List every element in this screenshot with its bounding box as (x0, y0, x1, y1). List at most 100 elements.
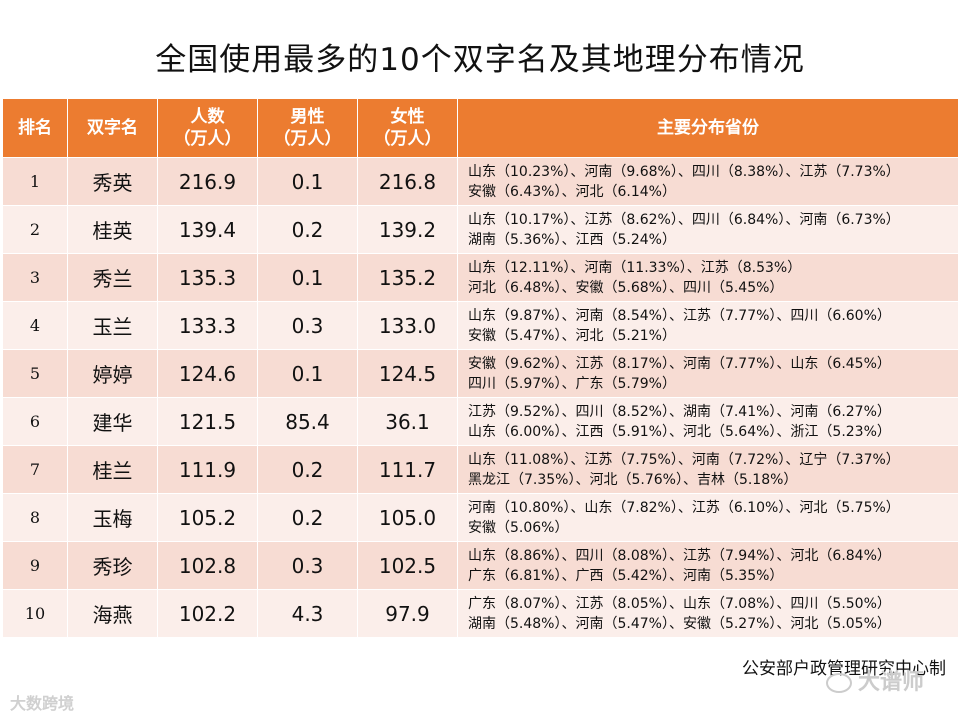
distribution-line: 山东（10.23%）、河南（9.68%）、四川（8.38%）、江苏（7.73%） (468, 163, 900, 180)
cell-female: 216.8 (357, 157, 458, 206)
cell-distribution: 山东（12.11%）、河南（11.33%）、江苏（8.53%） 河北（6.48%）… (457, 253, 959, 302)
table-row: 6 建华 121.5 85.4 36.1 江苏（9.52%）、四川（8.52%）、湖南（7… (2, 397, 959, 446)
table-header-row: 排名 双字名 人数 （万人） 男性 （万人） 女性 （万人） 主要分布省份 (2, 98, 959, 158)
cell-male: 0.2 (257, 445, 358, 494)
cell-distribution: 山东（10.23%）、河南（9.68%）、四川（8.38%）、江苏（7.73%）… (457, 157, 959, 206)
cell-name: 秀英 (67, 157, 158, 206)
cell-total: 216.9 (157, 157, 258, 206)
distribution-line: 山东（11.08%）、江苏（7.75%）、河南（7.72%）、辽宁（7.37%） (468, 451, 900, 468)
table-row: 2 桂英 139.4 0.2 139.2 山东（10.17%）、江苏（8.62%）、四川（… (2, 205, 959, 254)
distribution-line: 安徽（5.06%） (468, 519, 569, 536)
header-female-line2: （万人） (373, 129, 442, 149)
cell-rank: 3 (2, 253, 68, 302)
cell-female: 36.1 (357, 397, 458, 446)
header-rank: 排名 (2, 98, 68, 158)
cell-male: 0.1 (257, 349, 358, 398)
cell-total: 121.5 (157, 397, 258, 446)
cell-name: 桂英 (67, 205, 158, 254)
cell-female: 139.2 (357, 205, 458, 254)
cell-name: 桂兰 (67, 445, 158, 494)
distribution-line: 河北（6.48%）、安徽（5.68%）、四川（5.45%） (468, 279, 784, 296)
distribution-line: 安徽（5.47%）、河北（5.21%） (468, 327, 676, 344)
cell-rank: 1 (2, 157, 68, 206)
cell-total: 105.2 (157, 493, 258, 542)
cell-total: 111.9 (157, 445, 258, 494)
distribution-line: 黑龙江（7.35%）、河北（5.76%）、吉林（5.18%） (468, 471, 798, 488)
header-total-line1: 人数 (190, 107, 225, 127)
distribution-line: 山东（8.86%）、四川（8.08%）、江苏（7.94%）、河北（6.84%） (468, 547, 891, 564)
cell-total: 139.4 (157, 205, 258, 254)
cell-male: 4.3 (257, 589, 358, 638)
cell-rank: 6 (2, 397, 68, 446)
header-name: 双字名 (67, 98, 158, 158)
distribution-line: 江苏（9.52%）、四川（8.52%）、湖南（7.41%）、河南（6.27%） (468, 403, 891, 420)
distribution-line: 山东（10.17%）、江苏（8.62%）、四川（6.84%）、河南（6.73%） (468, 211, 900, 228)
table-row: 4 玉兰 133.3 0.3 133.0 山东（9.87%）、河南（8.54%）、江苏（7… (2, 301, 959, 350)
distribution-line: 广东（6.81%）、广西（5.42%）、河南（5.35%） (468, 567, 784, 584)
table-row: 5 婷婷 124.6 0.1 124.5 安徽（9.62%）、江苏（8.17%）、河南（7… (2, 349, 959, 398)
cell-total: 102.8 (157, 541, 258, 590)
source-note: 公安部户政管理研究中心制 (742, 659, 946, 679)
cell-distribution: 江苏（9.52%）、四川（8.52%）、湖南（7.41%）、河南（6.27%） 山… (457, 397, 959, 446)
cell-female: 111.7 (357, 445, 458, 494)
cell-male: 0.2 (257, 493, 358, 542)
header-male-line1: 男性 (290, 107, 325, 127)
cell-name: 秀兰 (67, 253, 158, 302)
distribution-line: 山东（12.11%）、河南（11.33%）、江苏（8.53%） (468, 259, 802, 276)
header-male-line2: （万人） (273, 129, 342, 149)
cell-rank: 9 (2, 541, 68, 590)
header-male: 男性 （万人） (257, 98, 358, 158)
cell-female: 133.0 (357, 301, 458, 350)
cell-name: 海燕 (67, 589, 158, 638)
distribution-line: 湖南（5.48%）、河南（5.47%）、安徽（5.27%）、河北（5.05%） (468, 615, 891, 632)
watermark-right: 大谱师 (825, 664, 924, 696)
table-row: 7 桂兰 111.9 0.2 111.7 山东（11.08%）、江苏（7.75%）、河南（… (2, 445, 959, 494)
cell-female: 97.9 (357, 589, 458, 638)
cell-distribution: 安徽（9.62%）、江苏（8.17%）、河南（7.77%）、山东（6.45%） 四… (457, 349, 959, 398)
cell-male: 0.1 (257, 157, 358, 206)
cell-female: 124.5 (357, 349, 458, 398)
cell-total: 102.2 (157, 589, 258, 638)
cell-distribution: 河南（10.80%）、山东（7.82%）、江苏（6.10%）、河北（5.75%）… (457, 493, 959, 542)
cell-rank: 2 (2, 205, 68, 254)
distribution-line: 山东（9.87%）、河南（8.54%）、江苏（7.77%）、四川（6.60%） (468, 307, 891, 324)
watermark-right-text: 大谱师 (857, 670, 924, 695)
cell-total: 135.3 (157, 253, 258, 302)
cell-male: 0.1 (257, 253, 358, 302)
cell-male: 0.3 (257, 541, 358, 590)
cell-male: 0.2 (257, 205, 358, 254)
cell-name: 秀珍 (67, 541, 158, 590)
table-row: 8 玉梅 105.2 0.2 105.0 河南（10.80%）、山东（7.82%）、江苏（… (2, 493, 959, 542)
header-total-line2: （万人） (173, 129, 242, 149)
header-female: 女性 （万人） (357, 98, 458, 158)
cell-distribution: 山东（10.17%）、江苏（8.62%）、四川（6.84%）、河南（6.73%）… (457, 205, 959, 254)
cell-rank: 7 (2, 445, 68, 494)
cell-rank: 10 (2, 589, 68, 638)
cell-rank: 5 (2, 349, 68, 398)
cell-female: 102.5 (357, 541, 458, 590)
page-title: 全国使用最多的10个双字名及其地理分布情况 (155, 42, 805, 78)
header-female-line1: 女性 (390, 107, 425, 127)
cell-male: 85.4 (257, 397, 358, 446)
cell-female: 135.2 (357, 253, 458, 302)
distribution-line: 安徽（6.43%）、河北（6.14%） (468, 183, 676, 200)
watermark-left: 大数跨境 (10, 694, 75, 713)
cell-total: 124.6 (157, 349, 258, 398)
distribution-line: 广东（8.07%）、江苏（8.05%）、山东（7.08%）、四川（5.50%） (468, 595, 891, 612)
table-row: 9 秀珍 102.8 0.3 102.5 山东（8.86%）、四川（8.08%）、江苏（7… (2, 541, 959, 590)
table-row: 3 秀兰 135.3 0.1 135.2 山东（12.11%）、河南（11.33%）、江苏… (2, 253, 959, 302)
cell-rank: 8 (2, 493, 68, 542)
header-distribution: 主要分布省份 (457, 98, 959, 158)
cell-distribution: 广东（8.07%）、江苏（8.05%）、山东（7.08%）、四川（5.50%） 湖… (457, 589, 959, 638)
distribution-line: 河南（10.80%）、山东（7.82%）、江苏（6.10%）、河北（5.75%） (468, 499, 900, 516)
cell-male: 0.3 (257, 301, 358, 350)
distribution-line: 湖南（5.36%）、江西（5.24%） (468, 231, 676, 248)
cell-name: 玉梅 (67, 493, 158, 542)
distribution-line: 山东（6.00%）、江西（5.91%）、河北（5.64%）、浙江（5.23%） (468, 423, 891, 440)
table-row: 1 秀英 216.9 0.1 216.8 山东（10.23%）、河南（9.68%）、四川（… (2, 157, 959, 206)
cell-distribution: 山东（11.08%）、江苏（7.75%）、河南（7.72%）、辽宁（7.37%）… (457, 445, 959, 494)
wechat-icon (825, 673, 852, 693)
cell-rank: 4 (2, 301, 68, 350)
cell-total: 133.3 (157, 301, 258, 350)
